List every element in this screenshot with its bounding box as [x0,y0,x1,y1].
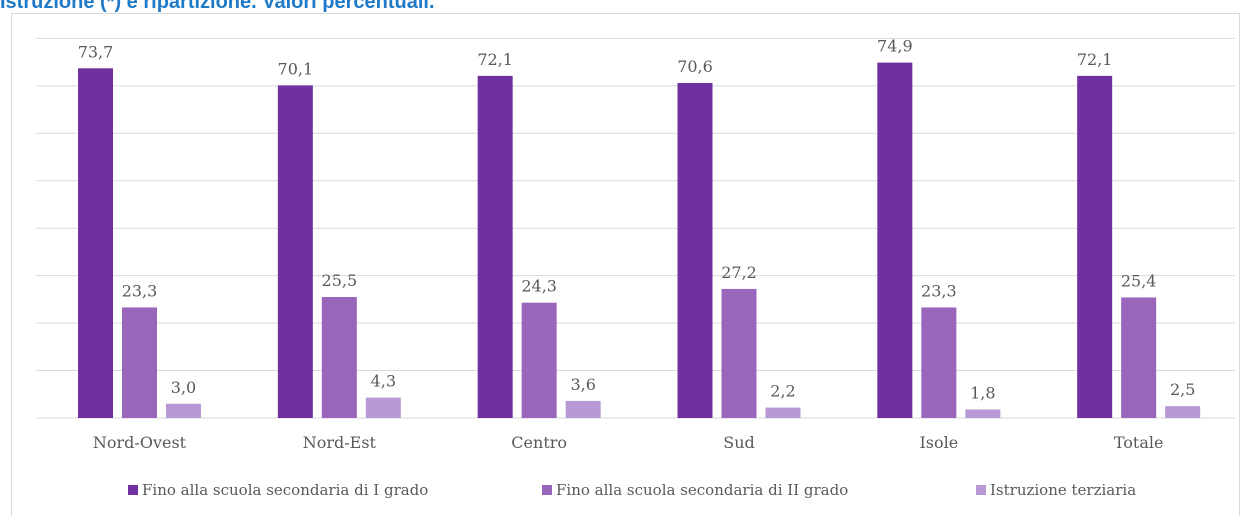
bar-nord-ovest-series-2 [122,307,157,418]
chart-frame [11,13,1240,516]
bars [78,62,1201,419]
data-label: 74,9 [877,37,913,56]
bar-nord-ovest-series-1 [78,68,113,418]
data-label: 2,2 [770,382,795,401]
data-label: 73,7 [78,42,114,61]
bar-isole-series-3 [965,409,1001,418]
bar-centro-series-3 [565,400,601,418]
category-label-nord-est: Nord-Est [303,433,377,452]
data-label: 72,1 [1077,50,1113,69]
data-label: 25,5 [322,271,358,290]
data-label: 23,3 [921,281,957,300]
data-label: 70,1 [278,59,314,78]
category-label-centro: Centro [511,433,567,452]
data-label: 23,3 [122,281,158,300]
data-label: 72,1 [477,50,513,69]
category-label-isole: Isole [919,433,958,452]
bar-totale-series-1 [1077,75,1113,418]
category-label-sud: Sud [723,433,755,452]
category-label-nord-ovest: Nord-Ovest [93,433,187,452]
bar-centro-series-2 [521,302,557,418]
bar-sud-series-3 [765,407,801,418]
legend-label-2: Fino alla scuola secondaria di II grado [556,481,848,499]
bar-centro-series-1 [477,75,513,418]
data-labels: 73,7 23,3 3,0 70,1 25,5 4,3 72,1 24,3 3,6 70,6 27,… [78,37,1196,403]
legend-label-1: Fino alla scuola secondaria di I grado [142,481,428,499]
bar-nord-est-series-1 [277,85,313,419]
category-labels: Nord-Ovest Nord-Est Centro Sud Isole Totale [93,433,1164,452]
legend-swatch-3 [976,485,986,495]
legend: Fino alla scuola secondaria di I grado Fi… [128,481,1136,499]
legend-swatch-1 [128,485,138,495]
bar-totale-series-3 [1165,406,1201,418]
bar-isole-series-2 [921,307,957,418]
data-label: 24,3 [521,277,557,296]
bar-totale-series-2 [1121,297,1157,418]
data-label: 27,2 [721,263,757,282]
data-label: 1,8 [970,383,995,402]
data-label: 4,3 [371,372,396,391]
bar-sud-series-2 [721,288,757,418]
data-label: 70,6 [677,57,713,76]
legend-label-3: Istruzione terziaria [990,481,1136,499]
data-label: 3,6 [570,375,595,394]
gridlines [36,37,1235,419]
data-label: 2,5 [1170,380,1195,399]
bar-nord-est-series-3 [365,397,401,418]
bar-nord-ovest-series-3 [166,403,201,418]
bar-sud-series-1 [677,83,713,419]
data-label: 25,4 [1121,271,1157,290]
legend-swatch-2 [542,485,552,495]
bar-isole-series-1 [877,62,913,419]
bar-nord-est-series-2 [321,297,357,418]
category-label-totale: Totale [1114,433,1164,452]
data-label: 3,0 [171,378,196,397]
chart-title: Istruzione (*) e ripartizione. Valori pe… [0,0,435,13]
